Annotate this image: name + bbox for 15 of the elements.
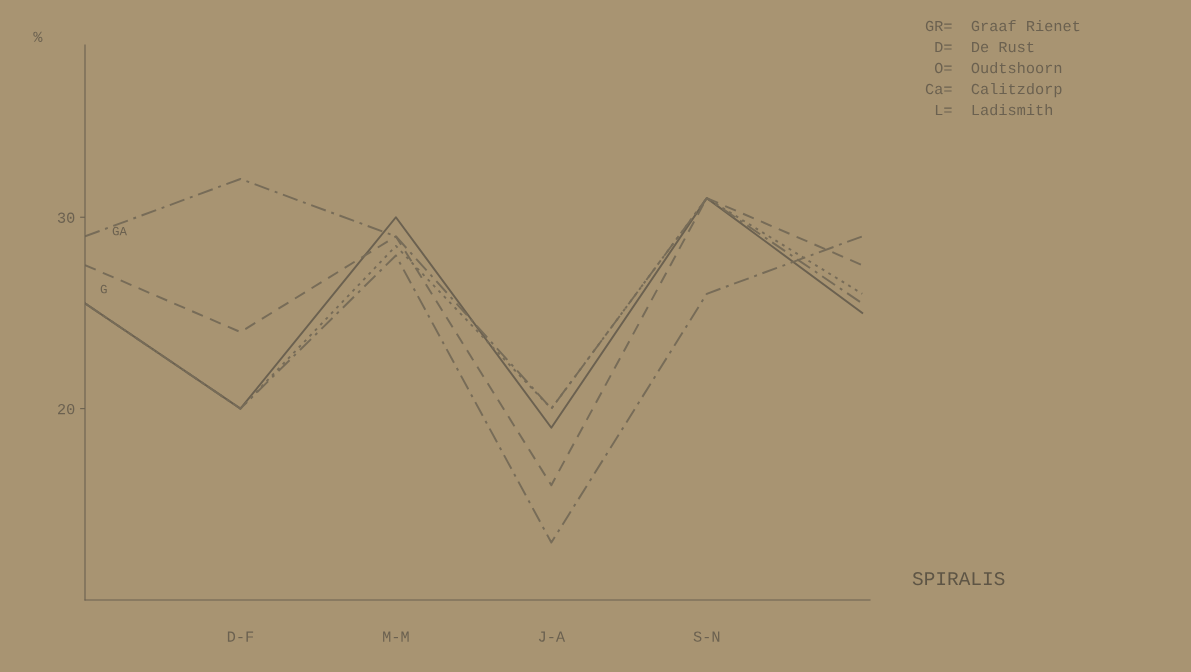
text: O= Oudtshoorn [934,62,1062,74]
y-tick-label: 30 [57,212,75,223]
annotation: GA [112,226,127,236]
y-axis-title: % [33,31,43,42]
y-tick-label: 20 [58,403,75,415]
annotation: G [100,284,107,294]
text: Ca= Calitzdorp [925,83,1062,98]
x-tick-label: D-F [227,631,254,642]
x-tick-label: M-M [383,631,409,642]
x-tick-label: S-N [693,631,720,642]
x-tick-label: J-A [538,631,566,642]
text: L= Ladismith [935,104,1053,116]
text: D= De Rust [935,41,1034,53]
text: GR= Graaf Rienet [925,20,1080,32]
text: SPIRALIS [912,572,1005,586]
